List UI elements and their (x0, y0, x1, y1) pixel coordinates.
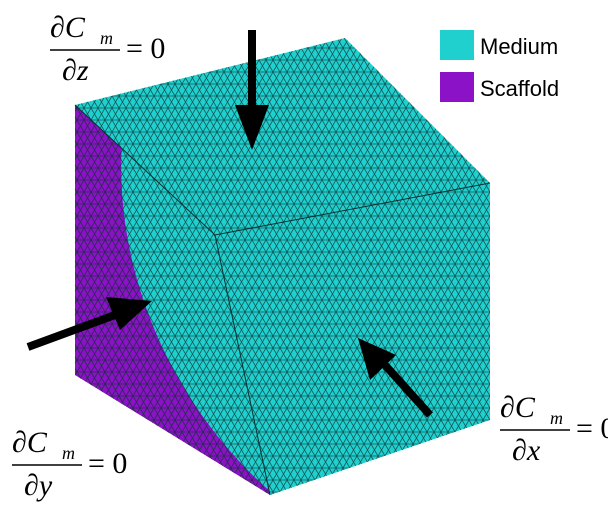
mesh (75, 38, 490, 495)
legend-label: Medium (480, 34, 558, 59)
denominator: ∂y (24, 469, 53, 502)
equation: ∂C m ∂y = 0 (12, 426, 127, 502)
rhs: = 0 (576, 412, 608, 445)
numerator: ∂C (12, 426, 48, 459)
diagram: Medium Scaffold ∂C m ∂z = 0 ∂C m ∂y = 0 … (0, 0, 608, 515)
equation: ∂C m ∂x = 0 (500, 391, 608, 467)
denominator: ∂z (62, 54, 89, 87)
legend-label: Scaffold (480, 76, 559, 101)
cube (75, 38, 490, 500)
rhs: = 0 (126, 32, 165, 65)
legend-swatch (440, 30, 474, 60)
numerator: ∂C (50, 11, 86, 44)
subscript: m (100, 28, 113, 48)
numerator: ∂C (500, 391, 536, 424)
denominator: ∂x (512, 434, 541, 467)
legend-swatch (440, 72, 474, 102)
subscript: m (550, 408, 563, 428)
rhs: = 0 (88, 447, 127, 480)
equation: ∂C m ∂z = 0 (50, 11, 165, 87)
subscript: m (62, 443, 75, 463)
legend: Medium Scaffold (440, 30, 559, 102)
